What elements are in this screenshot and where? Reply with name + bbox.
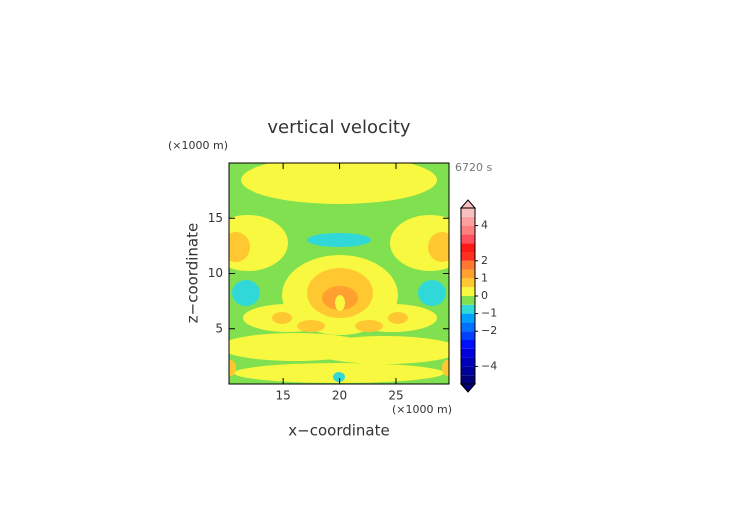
colorbar-band <box>461 287 475 296</box>
colorbar-band <box>461 340 475 349</box>
chart-title: vertical velocity <box>267 117 411 138</box>
field <box>229 163 449 384</box>
contour-region <box>307 233 371 247</box>
colorbar-tick-label: 0 <box>481 289 488 302</box>
time-label: 6720 s <box>455 161 492 174</box>
colorbar-band <box>461 366 475 376</box>
x-unit: (×1000 m) <box>392 403 452 416</box>
colorbar-band <box>461 216 475 226</box>
colorbar-tick-label: 4 <box>481 219 488 232</box>
x-tick-label: 20 <box>332 389 347 403</box>
colorbar-tick-label: −4 <box>481 359 497 372</box>
colorbar-band <box>461 225 475 235</box>
x-tick-label: 15 <box>276 389 291 403</box>
contour-region <box>335 295 345 311</box>
y-tick-label: 10 <box>208 266 223 280</box>
colorbar-band <box>461 234 475 244</box>
colorbar-band <box>461 375 475 384</box>
contour-region <box>229 232 250 262</box>
contour-region <box>229 360 236 376</box>
y-tick-label: 5 <box>215 321 223 335</box>
colorbar-band <box>461 260 475 270</box>
contour-region <box>428 232 449 262</box>
colorbar-tick-label: 1 <box>481 271 488 284</box>
colorbar-band <box>461 208 475 217</box>
colorbar-band <box>461 304 475 314</box>
contour-region <box>333 372 345 382</box>
contour-region <box>272 312 292 324</box>
y-axis-label: z−coordinate <box>184 223 202 323</box>
contour-region <box>310 336 449 364</box>
colorbar-band <box>461 322 475 332</box>
colorbar-tick-label: 2 <box>481 254 488 267</box>
x-axis-label: x−coordinate <box>288 422 389 440</box>
y-unit: (×1000 m) <box>168 139 228 152</box>
colorbar-tick-label: −2 <box>481 324 497 337</box>
contour-region <box>232 280 260 306</box>
contour-region <box>355 320 383 332</box>
y-tick-label: 15 <box>208 211 223 225</box>
colorbar-band <box>461 348 475 358</box>
contour-region <box>297 320 325 332</box>
colorbar-band <box>461 296 475 305</box>
colorbar-band <box>461 252 475 261</box>
colorbar-extend-bottom <box>459 383 477 393</box>
contour-region <box>388 312 408 324</box>
colorbar-band <box>461 313 475 323</box>
colorbar-band <box>461 243 475 252</box>
colorbar-band <box>461 278 475 288</box>
contour-region <box>418 280 446 306</box>
colorbar-band <box>461 269 475 279</box>
colorbar-band <box>461 331 475 340</box>
colorbar-extend-top <box>459 199 477 209</box>
x-tick-label: 25 <box>388 389 403 403</box>
contour-region <box>241 163 437 204</box>
colorbar-band <box>461 357 475 367</box>
contour-region <box>442 360 449 376</box>
colorbar-tick-label: −1 <box>481 307 497 320</box>
